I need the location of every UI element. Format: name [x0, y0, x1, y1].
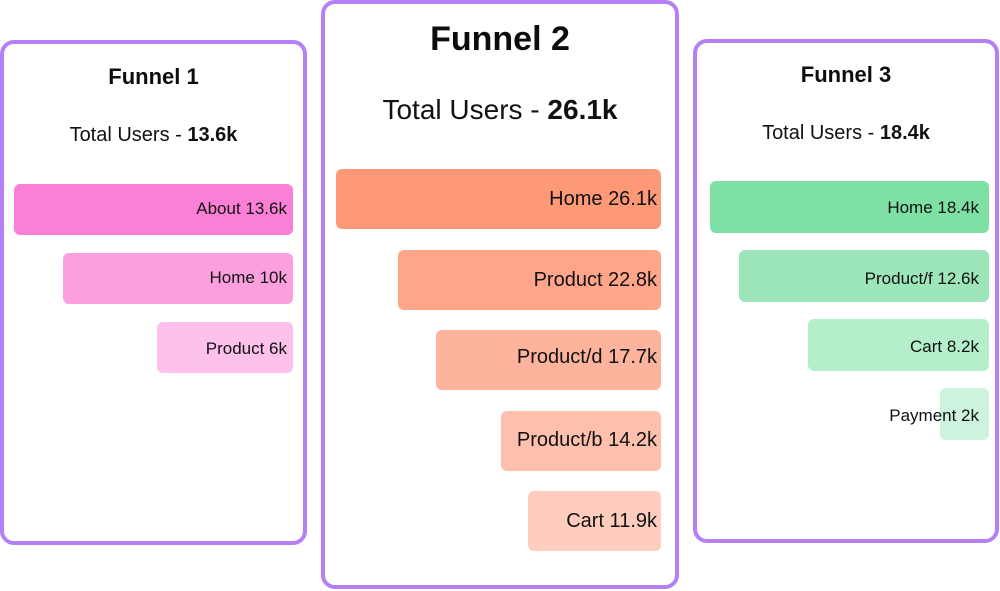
funnel-1-total-value: 13.6k: [187, 124, 238, 146]
funnel-1-bar-home[interactable]: [63, 253, 293, 304]
funnel-2-label-product: Product 22.8k: [533, 269, 657, 291]
funnel-2-total-label: Total Users -: [382, 94, 548, 125]
funnel-1-title: Funnel 1: [108, 64, 199, 89]
funnel-2-label-product-b: Product/b 14.2k: [516, 429, 657, 451]
funnel-3-card: Funnel 3 Total Users - 18.4k Home 18.4k …: [693, 39, 999, 543]
funnel-1-label-home: Home 10k: [209, 268, 287, 287]
funnel-3-label-home: Home 18.4k: [887, 198, 979, 217]
funnel-2-total-value: 26.1k: [547, 94, 618, 125]
funnel-3-bar-home[interactable]: [710, 181, 989, 233]
funnel-1-label-product: Product 6k: [205, 339, 287, 358]
funnel-1-bar-product[interactable]: [157, 322, 293, 373]
funnel-1-card: Funnel 1 Total Users - 13.6k About 13.6k…: [0, 40, 307, 545]
funnel-2-bar-product-d[interactable]: [436, 330, 661, 390]
funnel-2-bar-product-b[interactable]: [501, 411, 661, 471]
funnel-3-bar-cart[interactable]: [808, 319, 989, 371]
funnel-1-total-label: Total Users -: [69, 124, 188, 146]
funnel-3-label-payment: Payment 2k: [889, 406, 979, 425]
funnel-3-total-label: Total Users -: [762, 122, 880, 144]
funnel-3-label-cart: Cart 8.2k: [910, 337, 979, 356]
funnel-2-label-cart: Cart 11.9k: [566, 510, 657, 532]
funnel-1-bar-about[interactable]: [14, 184, 293, 235]
funnel-3-label-product-f: Product/f 12.6k: [864, 269, 979, 288]
funnel-2-total: Total Users - 26.1k: [325, 94, 675, 126]
funnel-2-bar-product[interactable]: [398, 250, 661, 310]
funnel-1-total: Total Users - 13.6k: [4, 124, 303, 147]
funnel-2-label-product-d: Product/d 17.7k: [516, 346, 657, 368]
funnel-3-title: Funnel 3: [800, 62, 892, 87]
funnel-2-bar-cart[interactable]: [528, 491, 661, 551]
funnel-3-total-value: 18.4k: [879, 122, 930, 144]
funnel-2-bar-home[interactable]: [336, 169, 661, 229]
funnel-2-label-home: Home 26.1k: [549, 188, 657, 210]
funnel-1-label-about: About 13.6k: [196, 199, 287, 218]
funnel-3-bar-product-f[interactable]: [739, 250, 989, 302]
funnel-2-title: Funnel 2: [430, 20, 570, 58]
funnel-2-card: Funnel 2 Total Users - 26.1k Home 26.1k …: [321, 0, 679, 589]
funnel-3-bar-payment[interactable]: [940, 388, 989, 440]
funnel-3-total: Total Users - 18.4k: [697, 122, 995, 145]
